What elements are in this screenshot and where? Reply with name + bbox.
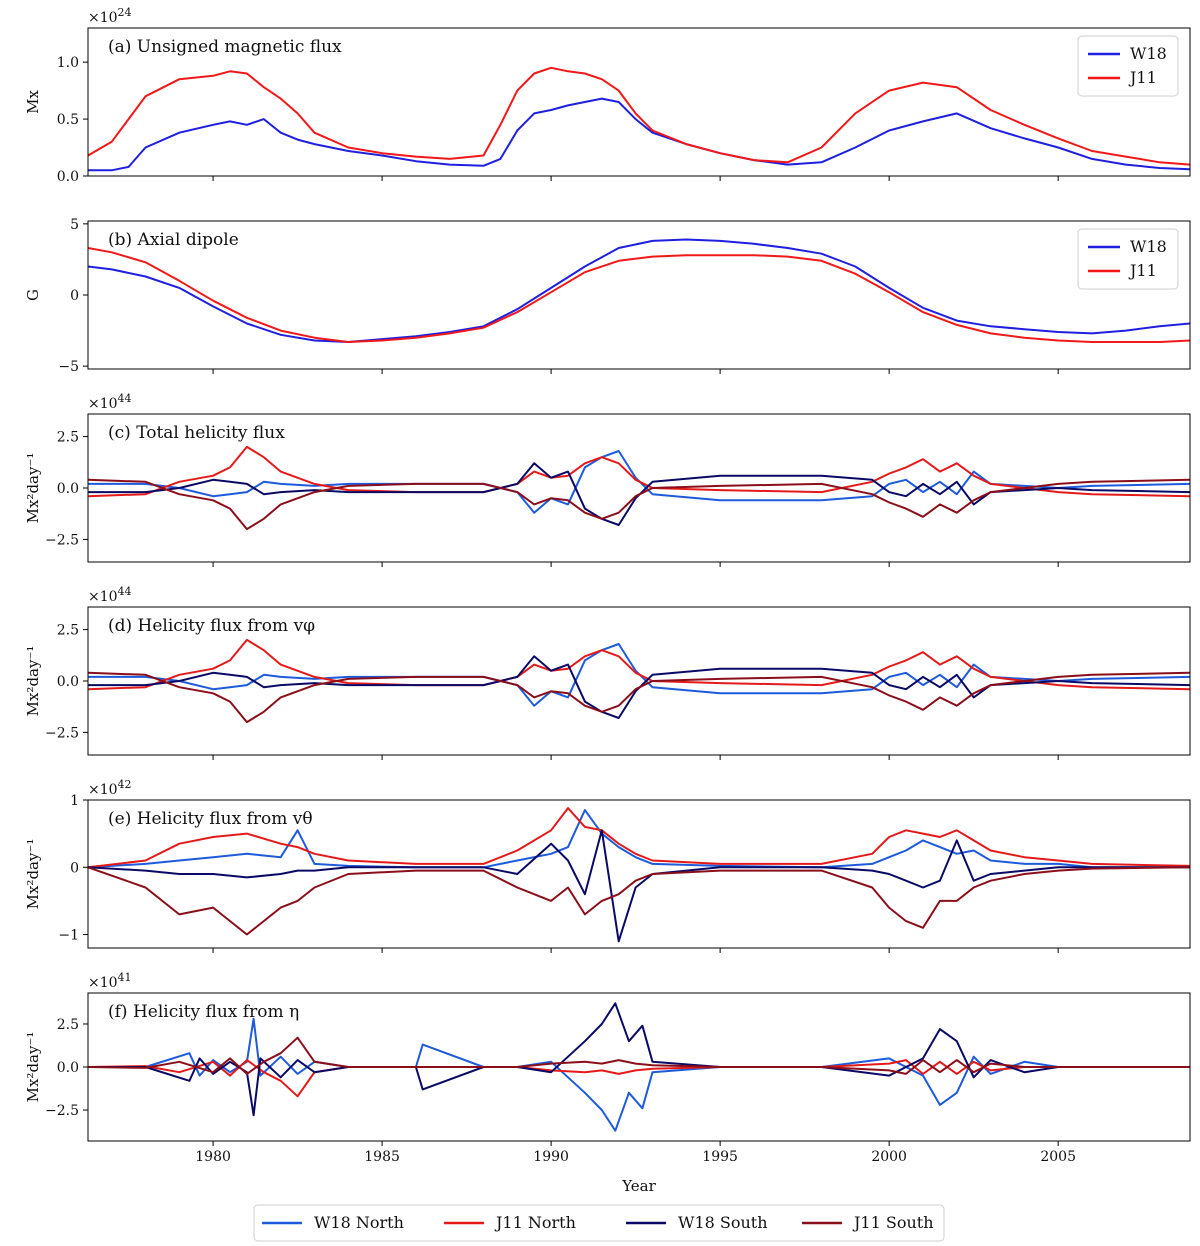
axis-exponent: ×1044 — [88, 585, 132, 605]
bottom-legend: W18 North J11 North W18 South J11 South — [253, 1204, 945, 1242]
y-tick-label: −2.5 — [45, 532, 79, 548]
series-line-j11-north — [88, 807, 1190, 869]
y-axis-label: Mx²day⁻¹ — [24, 1032, 42, 1103]
y-tick-label: 2.5 — [57, 623, 79, 639]
legend-label: J11 — [1128, 261, 1157, 280]
legend-label: J11 North — [494, 1213, 576, 1232]
series-line-j11-south — [88, 671, 1190, 724]
series-line-w18-south — [88, 829, 1190, 943]
panel-c: −2.5 0.0 2.5 ×1044 (c) Total helicity flux Mx… — [24, 392, 1191, 567]
panel-title: (b) Axial dipole — [108, 230, 239, 250]
y-tick-label: −2.5 — [45, 1103, 79, 1119]
series-line-j11-south — [88, 478, 1190, 531]
y-tick-label: 0.0 — [57, 169, 79, 185]
x-tick-label: 1985 — [364, 1149, 400, 1165]
series-line-j11 — [88, 66, 1190, 166]
x-axis-label: Year — [621, 1177, 656, 1195]
y-tick-label: 0 — [70, 288, 79, 304]
y-tick-label: 1 — [70, 793, 79, 809]
y-tick-label: 0.0 — [57, 481, 79, 497]
legend-label: W18 South — [678, 1213, 768, 1232]
panel-f: 1980 1985 1990 1995 2000 2005 −2.5 0.0 2.5 ×1041 (… — [24, 971, 1191, 1165]
axes-frame — [87, 27, 1191, 177]
y-tick-label: −2.5 — [45, 725, 79, 741]
legend-frame — [253, 1204, 945, 1242]
legend-label: W18 — [1130, 237, 1167, 256]
panel-title: (f) Helicity flux from η — [108, 1002, 299, 1022]
axis-exponent: ×1042 — [88, 778, 132, 798]
y-axis-label: G — [24, 289, 42, 301]
x-tick-label: 2000 — [871, 1149, 907, 1165]
series-line-j11 — [88, 247, 1190, 343]
series-line-w18 — [88, 238, 1190, 343]
panel-a: 0.0 0.5 1.0 ×1024 (a) Unsigned magnetic flux… — [24, 6, 1191, 185]
x-tick-label: 1980 — [195, 1149, 231, 1165]
series-line-w18-north — [88, 809, 1190, 869]
y-axis-label: Mx²day⁻¹ — [24, 453, 42, 524]
legend-label: W18 North — [314, 1213, 404, 1232]
panel-d: −2.5 0.0 2.5 ×1044 (d) Helicity flux from vφ… — [24, 585, 1191, 760]
y-tick-label: 0.0 — [57, 674, 79, 690]
legend-label: W18 — [1130, 44, 1167, 63]
panel-e: −1 0 1 ×1042 (e) Helicity flux from vθ Mx²day… — [24, 778, 1191, 953]
y-axis-label: Mx²day⁻¹ — [24, 646, 42, 717]
y-tick-label: 1.0 — [57, 55, 79, 71]
legend-frame — [1077, 228, 1179, 290]
legend-frame — [1077, 35, 1179, 97]
y-tick-label: −1 — [58, 928, 79, 944]
axis-exponent: ×1044 — [88, 392, 132, 412]
panel-title: (e) Helicity flux from vθ — [108, 809, 313, 829]
panel-title: (a) Unsigned magnetic flux — [108, 37, 342, 57]
x-tick-label: 1995 — [702, 1149, 738, 1165]
panel-title: (d) Helicity flux from vφ — [108, 616, 315, 636]
y-tick-label: 2.5 — [57, 1017, 79, 1033]
y-tick-label: 5 — [70, 217, 79, 233]
y-tick-label: 0.5 — [57, 112, 79, 128]
y-tick-label: 0 — [70, 860, 79, 876]
series-line-w18 — [88, 97, 1190, 172]
y-tick-label: 2.5 — [57, 430, 79, 446]
x-tick-label: 1990 — [533, 1149, 569, 1165]
axes-frame — [87, 799, 1191, 949]
legend-label: J11 South — [852, 1213, 934, 1232]
axis-exponent: ×1024 — [88, 6, 132, 26]
y-tick-label: 0.0 — [57, 1060, 79, 1076]
series-line-j11-north — [88, 1059, 1190, 1098]
series-line-j11-south — [88, 866, 1190, 936]
series-line-j11-north — [88, 445, 1190, 498]
panels: 0.0 0.5 1.0 ×1024 (a) Unsigned magnetic flux… — [24, 6, 1191, 1165]
series-line-j11-north — [88, 638, 1190, 691]
y-tick-label: −5 — [58, 359, 79, 375]
legend-label: J11 — [1128, 68, 1157, 87]
series-line-j11-south — [88, 1036, 1190, 1075]
x-tick-label: 2005 — [1040, 1149, 1076, 1165]
axis-exponent: ×1041 — [88, 971, 132, 991]
panel-title: (c) Total helicity flux — [108, 423, 285, 443]
y-axis-label: Mx — [24, 90, 42, 114]
y-axis-label: Mx²day⁻¹ — [24, 839, 42, 910]
